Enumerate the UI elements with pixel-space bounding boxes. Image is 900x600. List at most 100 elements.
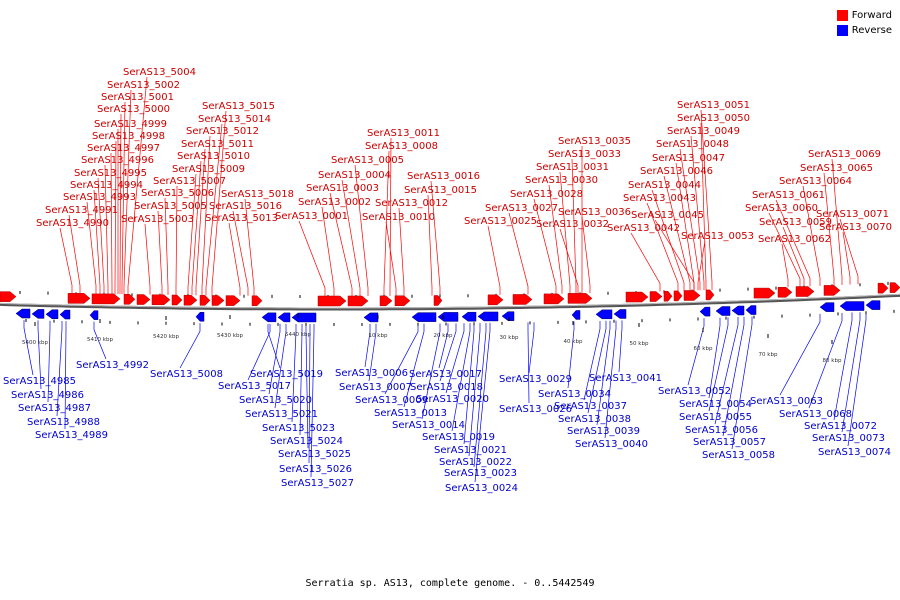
- forward-gene-leader: [581, 216, 591, 294]
- scale-tick-label: 5400 kbp: [22, 340, 48, 346]
- forward-gene-leader: [700, 109, 713, 290]
- reverse-gene-label: SerAS13_0034: [538, 389, 611, 400]
- forward-gene: [123, 294, 136, 305]
- reverse-gene: [195, 312, 205, 322]
- forward-gene-leader: [768, 212, 801, 287]
- forward-gene-label: SerAS13_0049: [667, 126, 740, 137]
- reverse-gene-label: SerAS13_0072: [804, 421, 877, 432]
- reverse-gene-label: SerAS13_0040: [575, 439, 648, 450]
- reverse-gene-leader: [438, 323, 449, 369]
- reverse-gene-label: SerAS13_5019: [250, 369, 323, 380]
- reverse-gene-leader: [384, 323, 419, 395]
- forward-gene: [67, 293, 91, 304]
- forward-gene-leader: [119, 113, 122, 295]
- reverse-gene: [731, 305, 745, 316]
- reverse-gene-leader: [310, 323, 315, 478]
- forward-gene-leader: [533, 198, 557, 294]
- reverse-gene: [291, 312, 317, 323]
- reverse-gene-label: SerAS13_0055: [679, 412, 752, 423]
- reverse-gene-leader: [604, 320, 617, 439]
- forward-gene-leader: [329, 192, 353, 296]
- forward-gene-label: SerAS13_0069: [808, 149, 881, 160]
- reverse-gene-leader: [714, 317, 739, 425]
- forward-gene-label: SerAS13_0048: [656, 139, 729, 150]
- forward-gene: [753, 287, 776, 299]
- forward-gene-leader: [389, 137, 392, 296]
- forward-gene-leader: [679, 148, 701, 291]
- reverse-gene: [595, 309, 613, 320]
- forward-gene-label: SerAS13_5016: [209, 201, 282, 212]
- forward-gene-label: SerAS13_0003: [306, 183, 379, 194]
- forward-gene-label: SerAS13_0060: [745, 203, 818, 214]
- forward-gene-label: SerAS13_0004: [318, 170, 391, 181]
- forward-gene-label: SerAS13_0061: [752, 190, 825, 201]
- scale-tick-label: 70 kbp: [759, 352, 778, 358]
- forward-gene-leader: [164, 197, 169, 295]
- forward-gene-label: SerAS13_0001: [275, 211, 348, 222]
- reverse-gene-label: SerAS13_0039: [567, 426, 640, 437]
- forward-gene-leader: [487, 225, 501, 295]
- reverse-gene-leader: [463, 323, 475, 445]
- forward-gene: [567, 293, 593, 304]
- forward-gene: [394, 295, 411, 307]
- reverse-gene-leader: [23, 320, 34, 376]
- reverse-gene-label: SerAS13_5008: [150, 369, 223, 380]
- forward-gene-label: SerAS13_4990: [36, 218, 109, 229]
- reverse-gene-label: SerAS13_4992: [76, 360, 149, 371]
- forward-gene-leader: [559, 228, 579, 294]
- forward-gene: [183, 294, 198, 306]
- reverse-gene: [31, 309, 45, 319]
- forward-gene-label: SerAS13_0010: [362, 212, 435, 223]
- forward-gene-label: SerAS13_0032: [536, 219, 609, 230]
- forward-gene-leader: [430, 180, 441, 296]
- legend: Forward Reverse: [836, 8, 892, 38]
- scale-tick-label: 10 kbp: [369, 333, 388, 339]
- forward-gene-label: SerAS13_0071: [816, 209, 889, 220]
- reverse-gene-leader: [587, 320, 607, 414]
- reverse-gene-label: SerAS13_5017: [218, 381, 291, 392]
- reverse-gene-label: SerAS13_0020: [416, 394, 489, 405]
- reverse-gene-leader: [468, 323, 481, 457]
- reverse-gene-leader: [474, 322, 491, 483]
- forward-gene-label: SerAS13_4993: [63, 192, 136, 203]
- forward-gene-label: SerAS13_5000: [97, 104, 170, 115]
- reverse-gene-label: SerAS13_0068: [779, 409, 852, 420]
- forward-gene: [199, 295, 211, 306]
- reverse-gene: [819, 302, 835, 312]
- forward-gene-label: SerAS13_0042: [607, 223, 680, 234]
- reverse-gene-leader: [528, 322, 535, 374]
- forward-gene-label: SerAS13_0012: [375, 198, 448, 209]
- forward-gene-label: SerAS13_0008: [365, 141, 438, 152]
- reverse-gene-leader: [779, 313, 821, 396]
- forward-gene-leader: [802, 185, 821, 286]
- reverse-gene-label: SerAS13_4985: [3, 376, 76, 387]
- forward-gene-leader: [104, 164, 109, 294]
- reverse-gene-leader: [451, 323, 471, 432]
- forward-gene-label: SerAS13_0062: [758, 234, 831, 245]
- reverse-gene-label: SerAS13_5025: [278, 449, 351, 460]
- forward-gene-label: SerAS13_5010: [177, 151, 250, 162]
- reverse-gene-leader: [833, 312, 853, 421]
- reverse-gene-label: SerAS13_0026: [499, 404, 572, 415]
- reverse-gene-label: SerAS13_4987: [18, 403, 91, 414]
- forward-gene: [171, 294, 183, 306]
- reverse-gene-leader: [596, 320, 611, 426]
- forward-gene-leader: [123, 89, 132, 295]
- scale-tick-label: 40 kbp: [564, 339, 583, 345]
- reverse-gene-label: SerAS13_0073: [812, 433, 885, 444]
- forward-gene-label: SerAS13_4994: [70, 180, 143, 191]
- reverse-gene-label: SerAS13_4986: [11, 390, 84, 401]
- legend-reverse: Reverse: [836, 23, 892, 38]
- forward-gene-label: SerAS13_0070: [819, 222, 892, 233]
- reverse-gene-leader: [847, 311, 867, 447]
- reverse-gene-label: SerAS13_0056: [685, 425, 758, 436]
- forward-gene-leader: [842, 231, 851, 285]
- forward-gene-leader: [559, 171, 571, 294]
- reverse-gene: [363, 312, 379, 323]
- reverse-gene: [571, 310, 581, 320]
- forward-gene: [889, 282, 900, 293]
- forward-gene-leader: [839, 218, 859, 285]
- forward-gene: [151, 294, 171, 306]
- reverse-gene-leader: [403, 323, 425, 408]
